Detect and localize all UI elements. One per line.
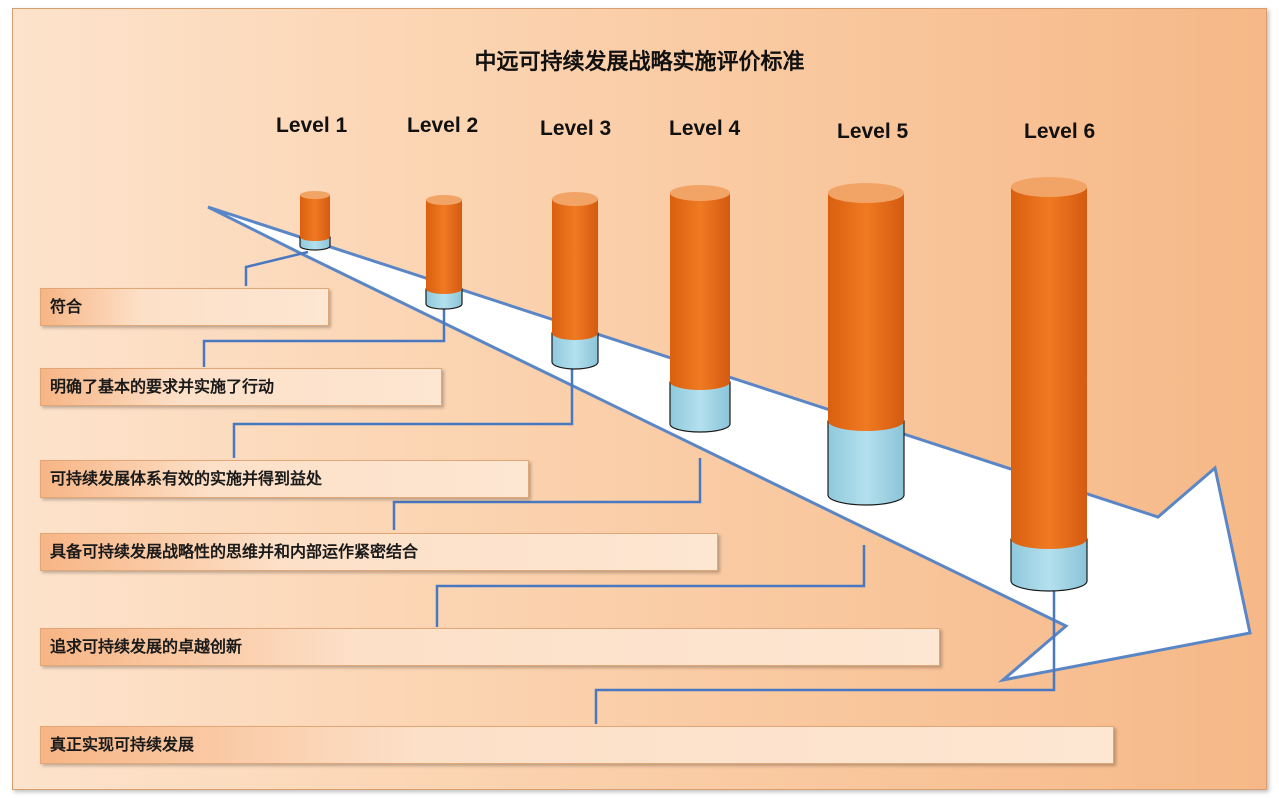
level-label-5: Level 5 [837, 120, 909, 143]
stage-box-1: 符合 [40, 288, 329, 326]
cylinder-body-1 [300, 195, 330, 241]
cylinder-body-4 [670, 193, 730, 390]
cylinder-body-3 [552, 199, 598, 340]
cylinder-top-6 [1011, 177, 1087, 197]
level-label-1: Level 1 [276, 114, 348, 137]
connector-level-1 [244, 250, 309, 286]
cylinder-level-4 [669, 185, 731, 433]
cylinder-level-6 [1010, 177, 1088, 592]
level-label-6: Level 6 [1024, 120, 1096, 143]
cylinder-body-5 [828, 193, 904, 431]
connector-level-2 [202, 307, 446, 367]
cylinder-base-3 [551, 332, 599, 370]
cylinder-top-1 [300, 191, 330, 199]
cylinder-base-4 [669, 381, 731, 433]
connector-level-6 [594, 588, 1056, 724]
connector-level-4 [392, 458, 702, 530]
connector-lines [202, 250, 1056, 724]
level-label-2: Level 2 [407, 114, 479, 137]
cylinder-level-3 [551, 192, 599, 370]
connector-level-3 [232, 366, 574, 458]
cylinder-base-6 [1010, 538, 1088, 592]
cylinder-top-2 [426, 195, 462, 205]
cylinder-base-5 [827, 420, 905, 506]
diagram-title: 中远可持续发展战略实施评价标准 [474, 50, 805, 75]
cylinder-top-4 [670, 185, 730, 201]
cylinder-base-2 [425, 288, 463, 310]
stage-box-6: 真正实现可持续发展 [40, 726, 1114, 764]
level-label-3: Level 3 [540, 117, 612, 140]
cylinder-body-6 [1011, 187, 1087, 549]
level-cylinders [299, 177, 1088, 592]
stage-box-3: 可持续发展体系有效的实施并得到益处 [40, 460, 529, 498]
stage-box-4: 具备可持续发展战略性的思维并和内部运作紧密结合 [40, 533, 718, 571]
cylinder-top-5 [828, 183, 904, 203]
progress-arrow [207, 205, 1252, 683]
cylinder-body-2 [426, 200, 462, 294]
cylinder-top-3 [552, 192, 598, 206]
level-label-4: Level 4 [669, 117, 741, 140]
connector-level-5 [435, 545, 866, 627]
cylinder-level-2 [425, 195, 463, 310]
stage-box-5: 追求可持续发展的卓越创新 [40, 628, 940, 666]
stage-box-2: 明确了基本的要求并实施了行动 [40, 368, 442, 406]
cylinder-level-5 [827, 183, 905, 506]
cylinder-level-1 [299, 191, 331, 251]
